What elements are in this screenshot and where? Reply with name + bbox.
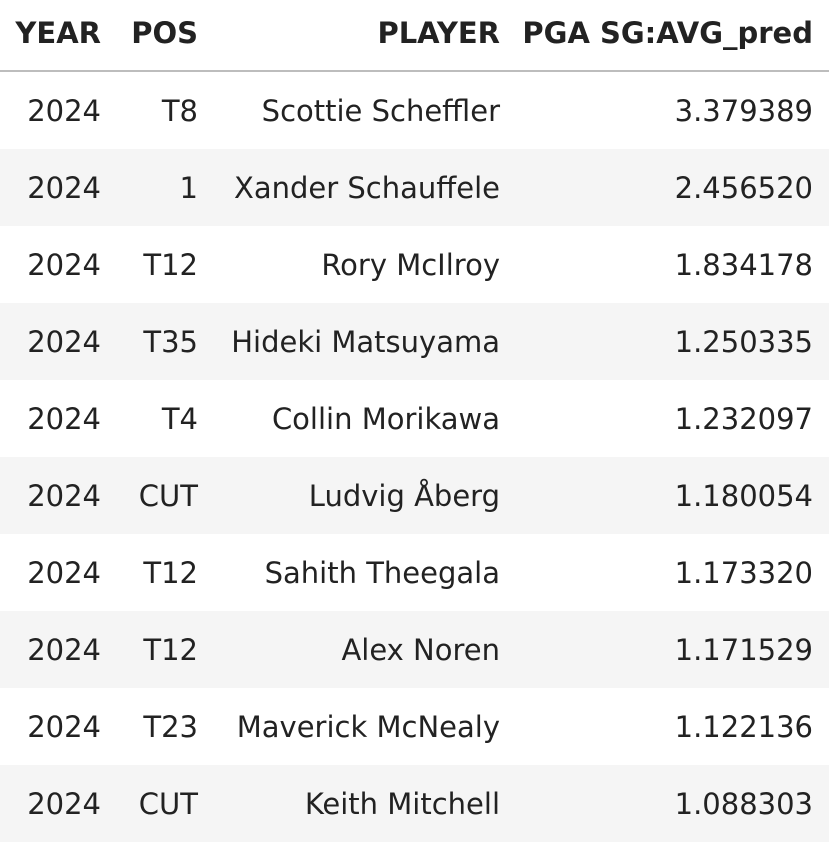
table-cell: 2024 — [0, 149, 117, 226]
table-row: 2024 T12 Alex Noren 1.171529 — [0, 611, 829, 688]
table-cell: 2024 — [27, 555, 101, 590]
table-cell: Hideki Matsuyama — [214, 303, 516, 380]
table-cell: Scottie Scheffler — [261, 93, 500, 128]
table-cell: T12 — [143, 247, 198, 282]
table-cell: Sahith Theegala — [264, 555, 500, 590]
table-cell: 2024 — [27, 709, 101, 744]
table-cell: 2024 — [0, 457, 117, 534]
table-row: 2024 CUT Keith Mitchell 1.088303 — [0, 765, 829, 842]
table-row: 2024 CUT Ludvig Åberg 1.180054 — [0, 457, 829, 534]
table-cell: CUT — [117, 765, 214, 842]
table-row: 2024 T4 Collin Morikawa 1.232097 — [0, 380, 829, 457]
table-row: 2024 1 Xander Schauffele 2.456520 — [0, 149, 829, 226]
table-cell: T8 — [161, 93, 198, 128]
table-cell: 2024 — [0, 611, 117, 688]
table-cell: 1.250335 — [516, 303, 829, 380]
table-row: 2024 T12 Sahith Theegala 1.173320 — [0, 534, 829, 611]
table-cell: 2024 — [0, 303, 117, 380]
table-cell: Alex Noren — [214, 611, 516, 688]
table-cell: Maverick McNealy — [236, 709, 500, 744]
table-cell: T12 — [143, 555, 198, 590]
table-cell: T4 — [161, 401, 198, 436]
table-cell: 1.180054 — [516, 457, 829, 534]
table-row: 2024 T35 Hideki Matsuyama 1.250335 — [0, 303, 829, 380]
table-cell: 3.379389 — [674, 93, 813, 128]
column-header: YEAR — [0, 0, 117, 72]
column-header: PLAYER — [214, 0, 516, 72]
table-cell: 1.232097 — [674, 401, 813, 436]
table-cell: Collin Morikawa — [271, 401, 500, 436]
table-cell: T35 — [117, 303, 214, 380]
table-cell: 2024 — [27, 401, 101, 436]
table-cell: 1 — [117, 149, 214, 226]
column-header: POS — [117, 0, 214, 72]
table-cell: 1.122136 — [674, 709, 813, 744]
table-body: 2024 T8 Scottie Scheffler 3.379389 2024 1 Xand… — [0, 71, 829, 842]
table-header: YEAR POS PLAYER PGA SG:AVG_pred — [0, 0, 829, 72]
table-cell: T23 — [143, 709, 198, 744]
table-cell: Ludvig Åberg — [214, 457, 516, 534]
table-cell: 2024 — [27, 93, 101, 128]
table-cell: 2.456520 — [516, 149, 829, 226]
table-row: 2024 T8 Scottie Scheffler 3.379389 — [0, 71, 829, 149]
table-cell: Rory McIlroy — [321, 247, 500, 282]
table-cell: 1.834178 — [674, 247, 813, 282]
table-cell: Keith Mitchell — [214, 765, 516, 842]
table-row: 2024 T12 Rory McIlroy 1.834178 — [0, 226, 829, 303]
column-header: PGA SG:AVG_pred — [516, 0, 829, 72]
table-cell: 1.088303 — [516, 765, 829, 842]
table-cell: Xander Schauffele — [214, 149, 516, 226]
header-row: YEAR POS PLAYER PGA SG:AVG_pred — [0, 0, 829, 72]
table-cell: T12 — [117, 611, 214, 688]
table-cell: 1.173320 — [674, 555, 813, 590]
table-cell: 1.171529 — [516, 611, 829, 688]
table-cell: 2024 — [27, 247, 101, 282]
table-cell: CUT — [117, 457, 214, 534]
table-row: 2024 T23 Maverick McNealy 1.122136 — [0, 688, 829, 765]
table-cell: 2024 — [0, 765, 117, 842]
